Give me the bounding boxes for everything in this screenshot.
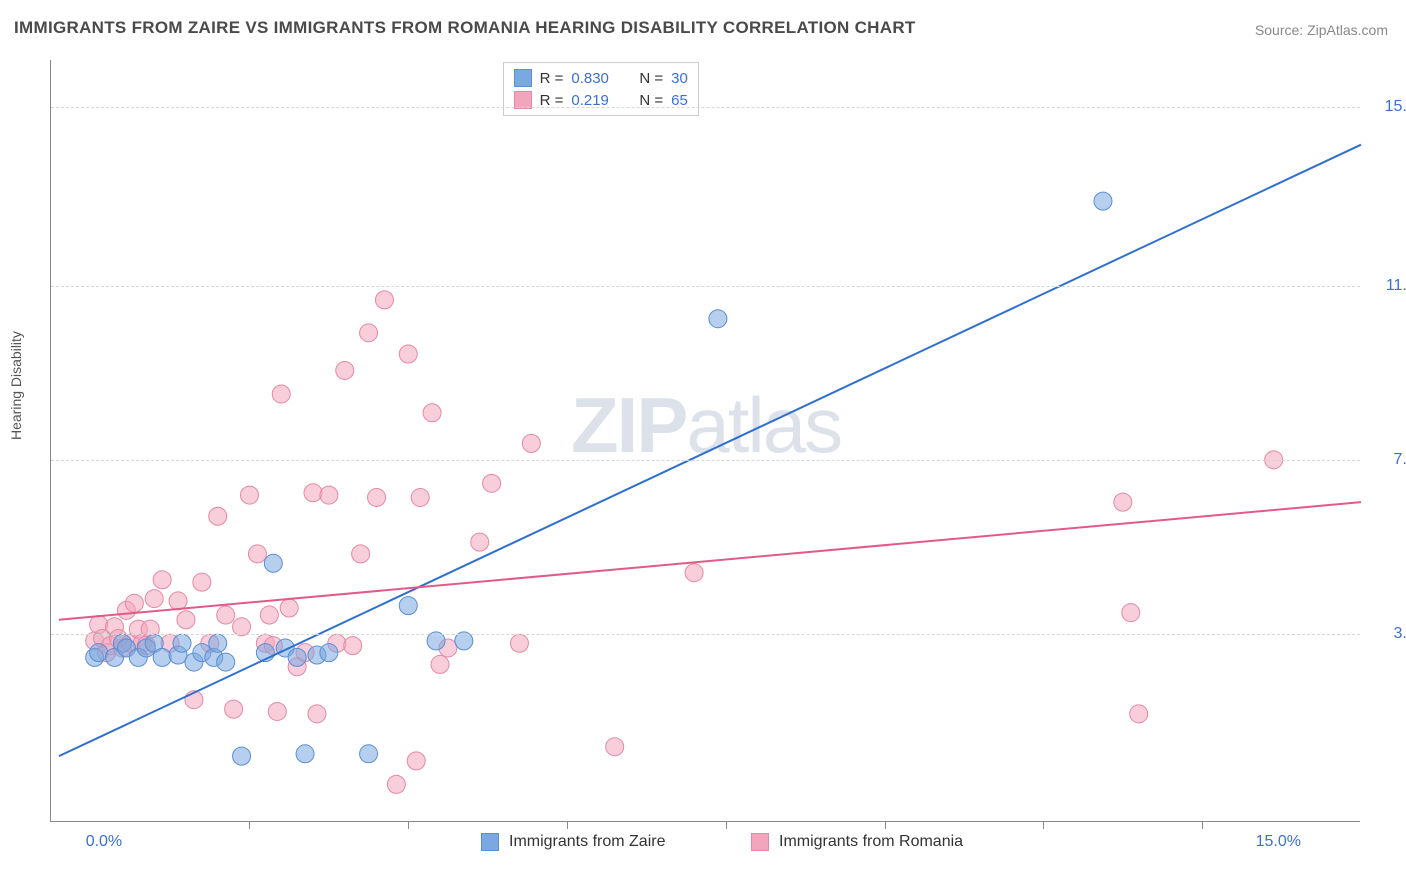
xtick-label-right: 15.0%	[1256, 833, 1301, 851]
xtick	[567, 821, 568, 829]
data-point	[217, 606, 235, 624]
data-point	[308, 705, 326, 723]
data-point	[320, 486, 338, 504]
legend-n-label: N =	[639, 70, 663, 87]
data-point	[264, 554, 282, 572]
data-point	[360, 745, 378, 763]
legend-item: Immigrants from Zaire	[481, 833, 665, 851]
y-axis-label: Hearing Disability	[8, 331, 24, 440]
legend-r-label: R =	[540, 70, 564, 87]
plot-svg	[51, 60, 1360, 821]
legend-row: R = 0.830 N = 30	[514, 67, 688, 89]
ytick-label: 15.0%	[1370, 98, 1406, 116]
data-point	[423, 404, 441, 422]
data-point	[1114, 493, 1132, 511]
legend-r-value: 0.830	[571, 70, 619, 87]
chart-container: IMMIGRANTS FROM ZAIRE VS IMMIGRANTS FROM…	[0, 0, 1406, 892]
legend-r-value: 0.219	[571, 92, 619, 109]
ytick-label: 3.8%	[1370, 625, 1406, 643]
data-point	[193, 573, 211, 591]
xtick-label-left: 0.0%	[86, 833, 122, 851]
legend-label: Immigrants from Romania	[779, 833, 963, 851]
data-point	[233, 747, 251, 765]
xtick	[249, 821, 250, 829]
data-point	[368, 488, 386, 506]
data-point	[272, 385, 290, 403]
data-point	[431, 655, 449, 673]
legend-swatch	[751, 833, 769, 851]
xtick	[726, 821, 727, 829]
data-point	[399, 345, 417, 363]
data-point	[411, 488, 429, 506]
data-point	[1122, 604, 1140, 622]
xtick	[1043, 821, 1044, 829]
chart-title: IMMIGRANTS FROM ZAIRE VS IMMIGRANTS FROM…	[14, 18, 916, 38]
xtick	[1202, 821, 1203, 829]
data-point	[240, 486, 258, 504]
data-point	[352, 545, 370, 563]
data-point	[280, 599, 298, 617]
data-point	[225, 700, 243, 718]
data-point	[260, 606, 278, 624]
data-point	[387, 775, 405, 793]
gridline	[51, 107, 1360, 108]
data-point	[471, 533, 489, 551]
source-label: Source: ZipAtlas.com	[1255, 22, 1388, 38]
data-point	[248, 545, 266, 563]
data-point	[169, 592, 187, 610]
data-point	[510, 634, 528, 652]
data-point	[360, 324, 378, 342]
data-point	[1130, 705, 1148, 723]
data-point	[399, 597, 417, 615]
data-point	[344, 637, 362, 655]
data-point	[153, 571, 171, 589]
data-point	[296, 745, 314, 763]
data-point	[336, 361, 354, 379]
data-point	[90, 644, 108, 662]
data-point	[522, 434, 540, 452]
data-point	[145, 590, 163, 608]
data-point	[173, 634, 191, 652]
gridline	[51, 460, 1360, 461]
data-point	[153, 648, 171, 666]
legend-n-label: N =	[639, 92, 663, 109]
legend-item: Immigrants from Romania	[751, 833, 963, 851]
legend-n-value: 65	[671, 92, 688, 109]
data-point	[217, 653, 235, 671]
data-point	[209, 507, 227, 525]
plot-area: ZIPatlas R =0.830N =30R =0.219N =65 3.8%…	[50, 60, 1360, 822]
data-point	[209, 634, 227, 652]
ytick-label: 11.2%	[1370, 277, 1406, 295]
data-point	[407, 752, 425, 770]
data-point	[125, 594, 143, 612]
data-point	[268, 702, 286, 720]
legend-swatch	[481, 833, 499, 851]
data-point	[304, 484, 322, 502]
data-point	[483, 474, 501, 492]
trend-line	[59, 145, 1361, 756]
gridline	[51, 634, 1360, 635]
legend-r-label: R =	[540, 92, 564, 109]
legend-swatch	[514, 69, 532, 87]
gridline	[51, 286, 1360, 287]
ytick-label: 7.5%	[1370, 451, 1406, 469]
xtick	[408, 821, 409, 829]
xtick	[885, 821, 886, 829]
data-point	[606, 738, 624, 756]
data-point	[320, 644, 338, 662]
data-point	[375, 291, 393, 309]
data-point	[709, 310, 727, 328]
data-point	[685, 564, 703, 582]
data-point	[288, 648, 306, 666]
legend-n-value: 30	[671, 70, 688, 87]
data-point	[1094, 192, 1112, 210]
data-point	[177, 611, 195, 629]
legend-label: Immigrants from Zaire	[509, 833, 665, 851]
